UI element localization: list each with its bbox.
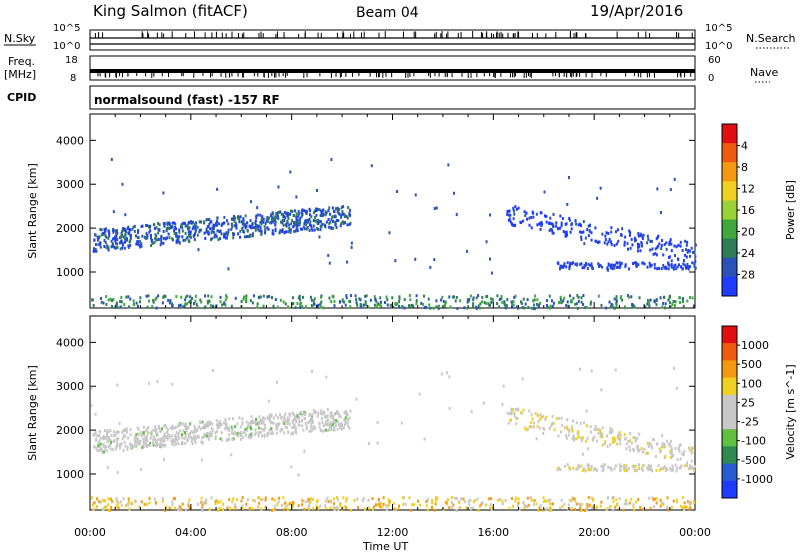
nsky-label: N.Sky [4,32,36,45]
cpid-label: CPID [7,91,36,104]
cbar-label-power: Power [dB] [784,180,797,240]
echo-power-evening-band [506,205,697,264]
xtick-label-5: 20:00 [578,526,610,539]
nave-tick-bottom: 0 [708,73,714,84]
ytick-label-velocity-1: 2000 [56,424,84,437]
freq-label-1: Freq. [8,55,35,68]
time-axis-label: Time UT [362,540,408,553]
cbar-tick-power-6: 28 [741,269,755,282]
beam-title: Beam 04 [356,5,419,21]
echo-velocity-late-1200km [556,463,697,473]
station-title: King Salmon (fitACF) [93,2,248,20]
freq-trace [90,69,695,78]
ytick-label-power-2: 3000 [56,178,84,191]
ylabel-velocity: Slant Range [km] [26,365,39,461]
nsky-trace [90,31,695,45]
cbar-tick-velocity-3: 25 [741,396,755,409]
xtick-label-1: 04:00 [175,526,207,539]
ytick-label-power-1: 2000 [56,222,84,235]
cbar-tick-power-0: 4 [741,140,748,153]
ytick-label-velocity-0: 1000 [56,468,84,481]
echo-power-near-range [91,293,695,311]
nsky-tick-bottom-left: 10^0 [53,41,80,52]
cbar-tick-power-2: 12 [741,183,755,196]
cpid-strip [89,85,696,110]
freq-label-2: [MHz] [4,68,36,81]
echo-power-late-1200km [556,261,697,271]
panel-frame-velocity [89,315,696,511]
cbar-tick-velocity-2: 100 [741,377,762,390]
echo-power-dayside-band [92,205,352,253]
cbar-tick-power-4: 20 [741,226,755,239]
ylabel-power: Slant Range [km] [26,163,39,259]
nsearch-label: N.Search [746,32,796,45]
echo-velocity-evening-band [506,407,695,465]
date-title: 19/Apr/2016 [590,2,683,20]
colorbar-power: 4 8 12 16 20 24 28 Power [dB] [721,123,797,297]
xtick-label-3: 12:00 [377,526,409,539]
ytick-label-velocity-2: 3000 [56,380,84,393]
panel-frame-power [89,113,696,309]
ytick-label-power-3: 4000 [56,134,84,147]
xtick-label-4: 16:00 [477,526,509,539]
cbar-tick-velocity-1: 500 [741,358,762,371]
xtick-label-6: 00:00 [679,526,711,539]
cpid-text: normalsound (fast) -157 RF [94,93,280,107]
cbar-tick-velocity-5: -100 [741,435,766,448]
cbar-label-velocity: Velocity [m s^-1] [784,364,797,459]
freq-strip [89,55,696,81]
cbar-tick-velocity-4: -25 [741,416,759,429]
nsky-strip [89,29,696,51]
cbar-tick-velocity-0: 1000 [741,339,769,352]
echo-velocity-dayside-band [93,408,352,455]
nave-tick-top: 60 [708,55,721,66]
nsky-tick-top-right: 10^5 [705,23,732,34]
nsky-tick-bottom-right: 10^0 [705,41,732,52]
cbar-tick-power-3: 16 [741,204,755,217]
cbar-tick-velocity-6: -500 [741,454,766,467]
cbar-tick-power-5: 24 [741,247,755,260]
time-axis: 00:00 04:00 08:00 12:00 16:00 20:00 00:00 [74,526,711,539]
power-panel: 1000 2000 3000 4000 Slant Range [km] 4 8 12 16 20… [26,113,797,311]
ytick-label-power-0: 1000 [56,266,84,279]
xtick-label-0: 00:00 [74,526,106,539]
nave-label: Nave [750,66,778,79]
cbar-tick-power-1: 8 [741,161,748,174]
freq-tick-bottom: 8 [70,73,76,84]
nsky-tick-top-left: 10^5 [53,23,80,34]
cbar-tick-velocity-7: -1000 [741,473,773,486]
freq-tick-top: 18 [65,55,78,66]
ytick-label-velocity-3: 4000 [56,336,84,349]
colorbar-velocity: 1000 500 100 25 -25 -100 -500 -1000 Velocity [m … [721,325,797,499]
xtick-label-2: 08:00 [276,526,308,539]
